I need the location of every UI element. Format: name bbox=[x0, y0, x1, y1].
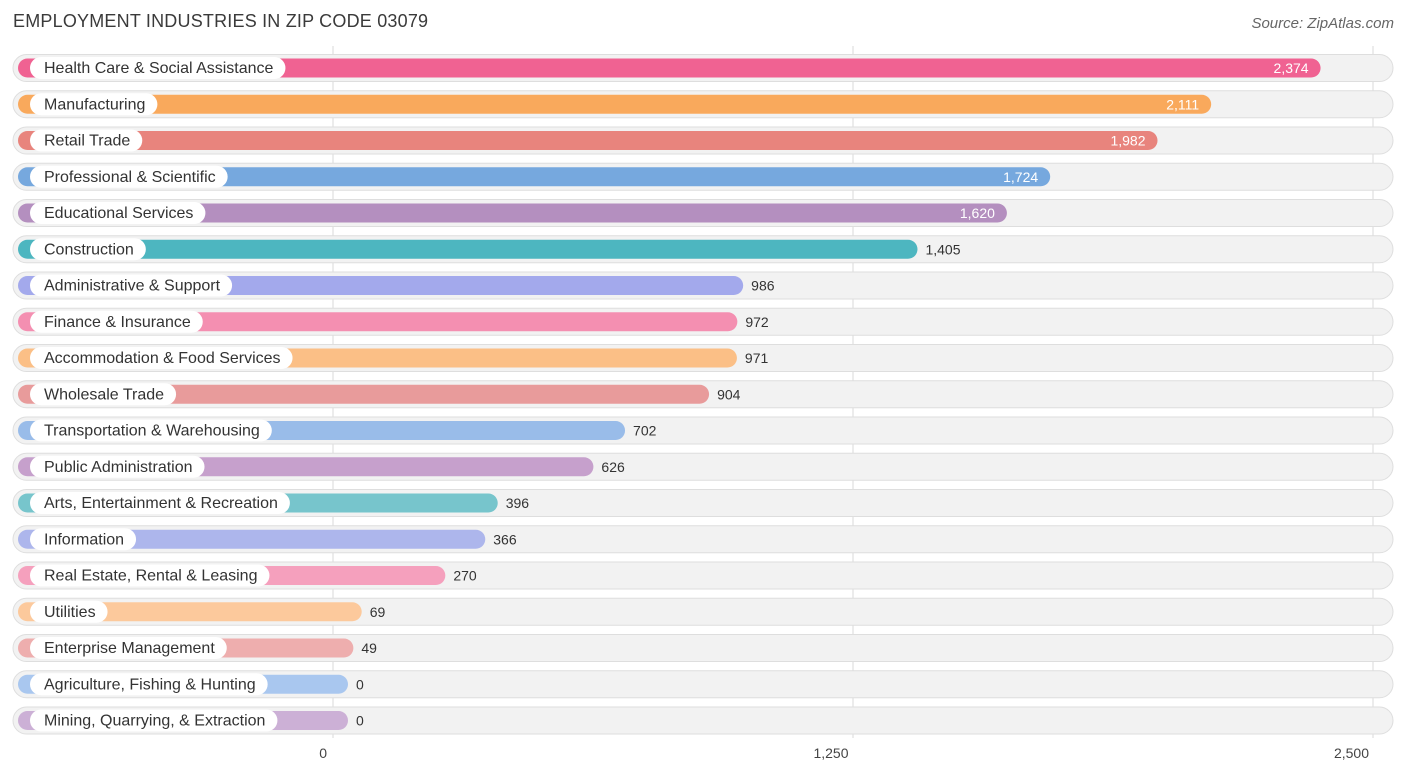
bar bbox=[18, 58, 1321, 78]
value-label: 0 bbox=[356, 676, 364, 692]
bar-row: Mining, Quarrying, & Extraction 0 bbox=[12, 706, 1394, 735]
bar-row: Agriculture, Fishing & Hunting 0 bbox=[12, 670, 1394, 699]
bar-row: Information 366 bbox=[12, 525, 1394, 554]
value-label: 986 bbox=[751, 278, 775, 294]
value-label: 972 bbox=[745, 314, 769, 330]
category-label-pill bbox=[30, 455, 205, 478]
value-label: 2,374 bbox=[1274, 60, 1309, 76]
bar bbox=[18, 203, 1007, 223]
value-label: 396 bbox=[506, 495, 530, 511]
bar-row: Retail Trade 1,982 bbox=[12, 126, 1394, 155]
category-label-pill bbox=[30, 129, 143, 152]
value-label: 904 bbox=[717, 386, 741, 402]
category-label-pill bbox=[30, 709, 278, 732]
bar-row: Construction 1,405 bbox=[12, 235, 1394, 264]
category-label: Enterprise Management bbox=[44, 640, 215, 657]
category-label: Administrative & Support bbox=[44, 278, 221, 295]
category-label-pill bbox=[30, 600, 108, 623]
category-label-pill bbox=[30, 383, 177, 406]
value-label: 69 bbox=[370, 604, 386, 620]
category-label-pill bbox=[30, 637, 227, 659]
value-label: 626 bbox=[601, 459, 625, 475]
bar bbox=[18, 94, 1212, 114]
chart-title: EMPLOYMENT INDUSTRIES IN ZIP CODE 03079 bbox=[13, 11, 429, 31]
category-label: Real Estate, Rental & Leasing bbox=[44, 568, 257, 585]
category-label: Utilities bbox=[44, 604, 96, 621]
x-tick-label: 2,500 bbox=[1334, 745, 1369, 761]
category-label-pill bbox=[30, 528, 137, 551]
value-label: 2,111 bbox=[1166, 96, 1199, 112]
value-label: 971 bbox=[745, 350, 769, 366]
x-tick-label: 0 bbox=[319, 745, 327, 761]
value-label: 270 bbox=[453, 568, 477, 584]
bar bbox=[18, 239, 918, 259]
bar-row: Utilities 69 bbox=[12, 597, 1394, 626]
category-label: Mining, Quarrying, & Extraction bbox=[44, 713, 265, 730]
category-label: Accommodation & Food Services bbox=[44, 350, 281, 367]
category-label: Professional & Scientific bbox=[44, 169, 216, 186]
bar-row: Health Care & Social Assistance 2,374 bbox=[12, 54, 1394, 82]
category-label-pill bbox=[30, 347, 293, 369]
bar-row: Wholesale Trade 904 bbox=[12, 380, 1394, 409]
category-label-pill bbox=[30, 238, 146, 261]
category-label-pill bbox=[30, 202, 206, 224]
value-label: 366 bbox=[493, 531, 517, 547]
category-label: Agriculture, Fishing & Hunting bbox=[44, 676, 256, 693]
category-label: Information bbox=[44, 531, 124, 548]
category-label: Construction bbox=[44, 241, 134, 258]
bar-row: Accommodation & Food Services 971 bbox=[12, 344, 1394, 372]
bar-row: Educational Services 1,620 bbox=[12, 199, 1394, 227]
bar-row: Professional & Scientific 1,724 bbox=[12, 162, 1394, 191]
category-label: Finance & Insurance bbox=[44, 314, 191, 331]
value-label: 1,724 bbox=[1003, 169, 1038, 185]
category-label-pill bbox=[30, 57, 286, 79]
category-label-pill bbox=[30, 93, 158, 116]
category-label: Transportation & Warehousing bbox=[44, 423, 260, 440]
bar bbox=[18, 131, 1158, 150]
value-label: 49 bbox=[361, 640, 377, 656]
category-label: Wholesale Trade bbox=[44, 386, 164, 403]
x-tick-label: 1,250 bbox=[813, 745, 848, 761]
bar-track bbox=[12, 634, 1394, 662]
value-label: 702 bbox=[633, 423, 657, 439]
bar-row: Transportation & Warehousing 702 bbox=[12, 416, 1394, 445]
bar-row: Manufacturing 2,111 bbox=[12, 90, 1394, 119]
bar-track bbox=[12, 670, 1394, 699]
category-label-pill bbox=[30, 492, 290, 514]
bar-row: Public Administration 626 bbox=[12, 452, 1394, 481]
bar-row: Administrative & Support 986 bbox=[12, 271, 1394, 300]
category-label: Educational Services bbox=[44, 205, 193, 222]
value-label: 1,620 bbox=[960, 205, 995, 221]
category-label-pill bbox=[30, 274, 233, 297]
value-label: 1,982 bbox=[1110, 133, 1145, 149]
bar-row: Arts, Entertainment & Recreation 396 bbox=[12, 489, 1394, 517]
category-label: Arts, Entertainment & Recreation bbox=[44, 495, 278, 512]
source-note: Source: ZipAtlas.com bbox=[1251, 15, 1394, 32]
bar-track bbox=[12, 706, 1394, 735]
bar-row: Real Estate, Rental & Leasing 270 bbox=[12, 561, 1394, 590]
category-label-pill bbox=[30, 310, 203, 333]
category-label-pill bbox=[30, 165, 228, 188]
bar bbox=[18, 384, 710, 404]
category-label: Public Administration bbox=[44, 459, 193, 476]
category-label-pill bbox=[30, 673, 268, 696]
value-label: 0 bbox=[356, 713, 364, 729]
category-label: Retail Trade bbox=[44, 133, 130, 150]
bar bbox=[18, 167, 1051, 187]
bar-row: Finance & Insurance 972 bbox=[12, 307, 1394, 336]
category-label-pill bbox=[30, 564, 270, 587]
category-label-pill bbox=[30, 419, 272, 442]
category-label: Health Care & Social Assistance bbox=[44, 60, 274, 77]
value-label: 1,405 bbox=[925, 241, 960, 257]
bar-row: Enterprise Management 49 bbox=[12, 634, 1394, 662]
category-label: Manufacturing bbox=[44, 96, 145, 113]
